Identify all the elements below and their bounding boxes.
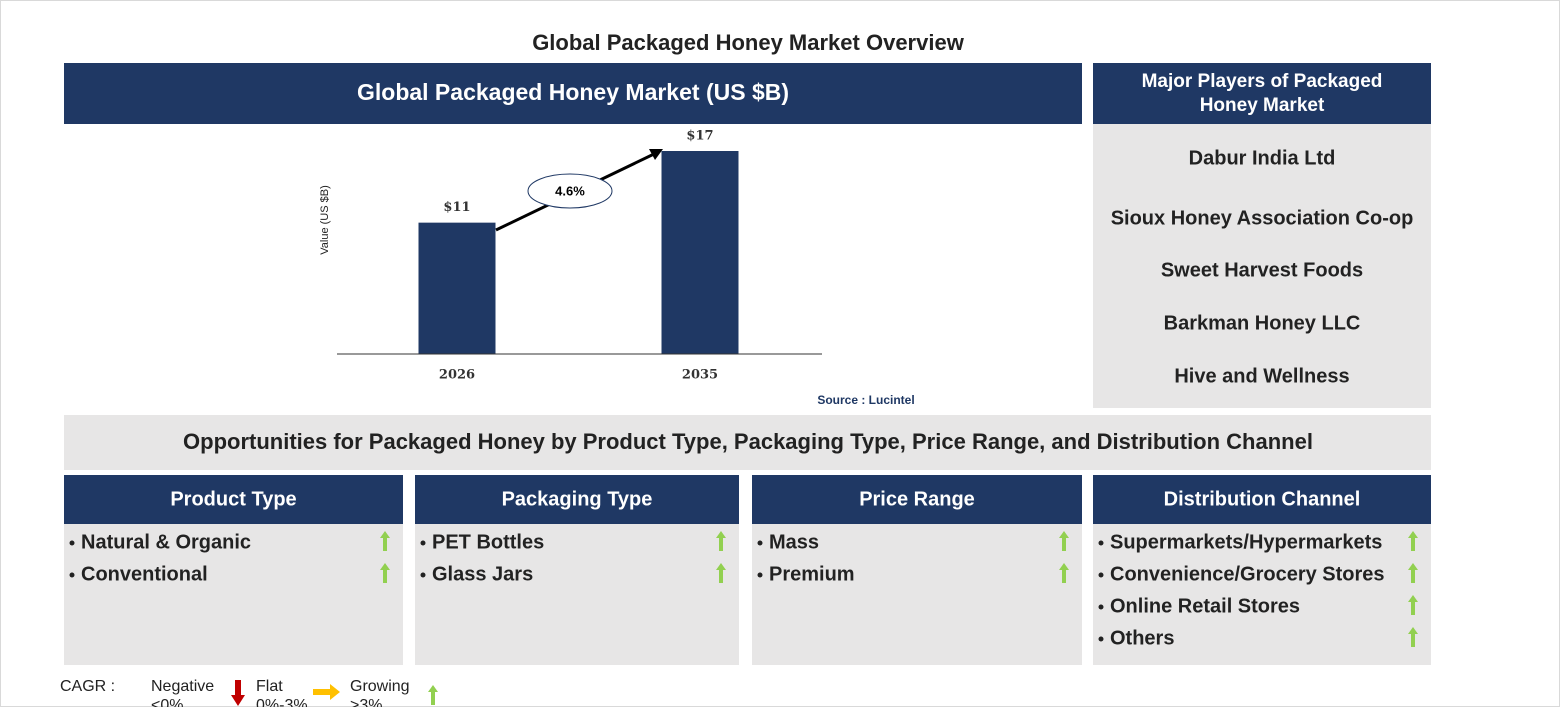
segment-title: Price Range (859, 488, 975, 510)
bullet (69, 540, 75, 546)
bullet (1098, 572, 1104, 578)
player-name: Sweet Harvest Foods (1161, 259, 1363, 281)
segment-body (1093, 524, 1431, 665)
negative-arrow (231, 680, 245, 706)
legend-range: <0% (151, 697, 183, 707)
source: Source : Lucintel (817, 393, 914, 407)
legend-label: CAGR : (60, 678, 115, 695)
players-panel (1093, 124, 1431, 408)
chart-header (64, 63, 1082, 124)
growth-arrow (1408, 563, 1418, 583)
players-header (1093, 63, 1431, 124)
player-name: Sioux Honey Association Co-op (1111, 207, 1414, 229)
bullet (1098, 636, 1104, 642)
segment-item: Conventional (81, 563, 208, 585)
growth-arrow (1408, 627, 1418, 647)
segment-header (64, 475, 403, 524)
growth-arrow (1408, 595, 1418, 615)
segment-item: Mass (769, 531, 819, 553)
growth-arrow (1059, 563, 1069, 583)
segment-item: PET Bottles (432, 531, 544, 553)
segment-title: Distribution Channel (1164, 488, 1361, 510)
bullet (1098, 604, 1104, 610)
segment-item: Online Retail Stores (1110, 595, 1300, 617)
x-tick-label: 2035 (682, 368, 718, 383)
player-name: Barkman Honey LLC (1164, 312, 1361, 334)
players-title: Major Players of Packaged Honey Market (1142, 71, 1383, 116)
bullet (420, 572, 426, 578)
segment-header (1093, 475, 1431, 524)
flat-arrow (313, 684, 340, 700)
x-tick-label: 2026 (439, 368, 475, 383)
segment-header (752, 475, 1082, 524)
player-name: Hive and Wellness (1174, 365, 1349, 387)
legend-range: >3% (350, 697, 382, 707)
bar (418, 222, 496, 354)
growth-arrow (380, 531, 390, 551)
value-label: $17 (686, 129, 713, 144)
legend-name: Negative (151, 678, 214, 695)
bullet (69, 572, 75, 578)
bullet (1098, 540, 1104, 546)
segment-item: Others (1110, 627, 1174, 649)
y-axis-label: Value (US $B) (319, 185, 331, 255)
growth-arrow (380, 563, 390, 583)
bar (661, 151, 739, 354)
legend-range: 0%-3% (256, 697, 308, 707)
segment-title: Product Type (170, 488, 296, 510)
opportunities-banner (64, 415, 1431, 470)
growth-arrow (716, 563, 726, 583)
opportunities-title: Opportunities for Packaged Honey by Prod… (183, 429, 1313, 454)
cagr-bubble (527, 173, 613, 209)
cagr-label: 4.6% (555, 183, 585, 198)
segment-item: Premium (769, 563, 855, 585)
page-title: Global Packaged Honey Market Overview (532, 30, 965, 55)
growth-arrow (716, 531, 726, 551)
chart-title: Global Packaged Honey Market (US $B) (357, 79, 789, 105)
growth-arrow (1059, 531, 1069, 551)
segment-header (415, 475, 739, 524)
growth-arrow (428, 685, 438, 705)
growth-arrow (1408, 531, 1418, 551)
segment-item: Glass Jars (432, 563, 533, 585)
legend-name: Flat (256, 678, 283, 695)
segment-body (415, 524, 739, 665)
legend-name: Growing (350, 678, 410, 695)
segment-item: Convenience/Grocery Stores (1110, 563, 1385, 585)
bullet (757, 540, 763, 546)
segment-item: Natural & Organic (81, 531, 251, 553)
segment-body (752, 524, 1082, 665)
segment-title: Packaging Type (502, 488, 653, 510)
value-label: $11 (443, 200, 470, 215)
bullet (420, 540, 426, 546)
segment-body (64, 524, 403, 665)
cagr-arrow-head (649, 149, 663, 160)
bullet (757, 572, 763, 578)
segment-item: Supermarkets/Hypermarkets (1110, 531, 1382, 553)
player-name: Dabur India Ltd (1189, 147, 1336, 169)
